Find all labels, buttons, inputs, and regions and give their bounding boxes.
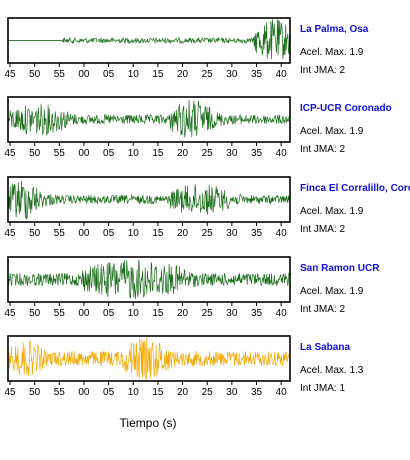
x-tick-label: 30: [226, 69, 238, 80]
x-tick-label: 00: [78, 308, 90, 319]
x-tick-label: 15: [152, 69, 164, 80]
accel-max-label: Acel. Max. 1.9: [300, 47, 364, 58]
x-tick-label: 25: [202, 387, 214, 398]
panel-frame: [7, 96, 291, 143]
x-tick-label: 55: [54, 228, 66, 239]
accel-max-label: Acel. Max. 1.9: [300, 126, 364, 137]
accel-max-label: Acel. Max. 1.3: [300, 365, 364, 376]
station-name: La Palma, Osa: [300, 24, 369, 35]
x-tick-label: 05: [103, 387, 115, 398]
waveform-trace: [7, 337, 291, 381]
x-tick-label: 50: [29, 308, 41, 319]
panel-frame: [7, 17, 291, 64]
panel-3: 45 50 55 00 05 10 15 20 25 30 35 40 Finca El Corrali…: [4, 176, 410, 239]
panel-2: 45 50 55 00 05 10 15 20 25 30 35 40 ICP-UCR Coronado…: [4, 96, 392, 159]
panel-5: 45 50 55 00 05 10 15 20 25 30 35 40 La Sabana Acel. M…: [4, 335, 364, 398]
x-tick-label: 00: [78, 228, 90, 239]
jma-intensity-label: Int JMA: 1: [300, 383, 345, 394]
panel-1: 45 50 55 00 05 10 15 20 25 30 35 40 La Palma, Osa Ace…: [4, 17, 369, 80]
x-tick-label: 35: [251, 148, 263, 159]
x-tick-label: 10: [128, 148, 140, 159]
panel-frame: [7, 335, 291, 382]
x-tick-label: 00: [78, 69, 90, 80]
x-tick-label: 00: [78, 148, 90, 159]
x-tick-label: 15: [152, 308, 164, 319]
jma-intensity-label: Int JMA: 2: [300, 304, 345, 315]
x-tick-label: 05: [103, 69, 115, 80]
x-tick-label: 45: [4, 228, 16, 239]
x-tick-label: 40: [276, 228, 288, 239]
x-tick-label: 25: [202, 308, 214, 319]
x-tick-label: 05: [103, 308, 115, 319]
x-tick-label: 45: [4, 387, 16, 398]
station-name: San Ramon UCR: [300, 263, 380, 274]
x-tick-label: 35: [251, 387, 263, 398]
x-tick-label: 40: [276, 387, 288, 398]
x-tick-label: 10: [128, 308, 140, 319]
x-tick-label: 50: [29, 228, 41, 239]
x-tick-label: 35: [251, 69, 263, 80]
x-tick-label: 35: [251, 308, 263, 319]
x-tick-label: 10: [128, 387, 140, 398]
x-tick-label: 35: [251, 228, 263, 239]
x-tick-label: 15: [152, 387, 164, 398]
x-tick-label: 45: [4, 148, 16, 159]
station-name: La Sabana: [300, 342, 350, 353]
x-tick-label: 50: [29, 387, 41, 398]
accel-max-label: Acel. Max. 1.9: [300, 286, 364, 297]
x-tick-label: 30: [226, 228, 238, 239]
waveform-trace: [7, 181, 291, 220]
station-name: Finca El Corralillo, Coronado: [300, 183, 410, 194]
x-axis-label: Tiempo (s): [120, 416, 177, 430]
x-tick-label: 40: [276, 308, 288, 319]
x-tick-label: 20: [177, 308, 189, 319]
station-name: ICP-UCR Coronado: [300, 103, 392, 114]
x-tick-label: 40: [276, 69, 288, 80]
x-tick-label: 50: [29, 69, 41, 80]
waveform-trace: [7, 259, 291, 300]
x-tick-label: 25: [202, 148, 214, 159]
x-tick-label: 25: [202, 69, 214, 80]
panel-frame: [7, 176, 291, 223]
x-tick-label: 55: [54, 148, 66, 159]
x-tick-label: 20: [177, 387, 189, 398]
x-tick-label: 20: [177, 69, 189, 80]
jma-intensity-label: Int JMA: 2: [300, 144, 345, 155]
x-tick-label: 15: [152, 148, 164, 159]
panel-frame: [7, 256, 291, 303]
x-tick-label: 10: [128, 69, 140, 80]
panel-4: 45 50 55 00 05 10 15 20 25 30 35 40 San Ramon UCR Ace…: [4, 256, 380, 319]
waveform-trace: [7, 99, 291, 138]
x-tick-label: 50: [29, 148, 41, 159]
accel-max-label: Acel. Max. 1.9: [300, 206, 364, 217]
waveform-trace: [8, 19, 291, 60]
x-tick-label: 15: [152, 228, 164, 239]
x-tick-label: 10: [128, 228, 140, 239]
x-tick-label: 40: [276, 148, 288, 159]
x-tick-label: 55: [54, 387, 66, 398]
x-tick-label: 25: [202, 228, 214, 239]
x-tick-label: 00: [78, 387, 90, 398]
x-tick-label: 05: [103, 228, 115, 239]
x-tick-label: 55: [54, 69, 66, 80]
jma-intensity-label: Int JMA: 2: [300, 65, 345, 76]
x-tick-label: 45: [4, 69, 16, 80]
x-tick-label: 30: [226, 387, 238, 398]
x-tick-label: 05: [103, 148, 115, 159]
x-tick-label: 20: [177, 148, 189, 159]
x-tick-label: 55: [54, 308, 66, 319]
jma-intensity-label: Int JMA: 2: [300, 224, 345, 235]
panels-group: 45 50 55 00 05 10 15 20 25 30 35 40 La Palma, Osa Ace…: [4, 17, 410, 398]
x-tick-label: 30: [226, 148, 238, 159]
x-tick-label: 45: [4, 308, 16, 319]
x-tick-label: 20: [177, 228, 189, 239]
x-tick-label: 30: [226, 308, 238, 319]
